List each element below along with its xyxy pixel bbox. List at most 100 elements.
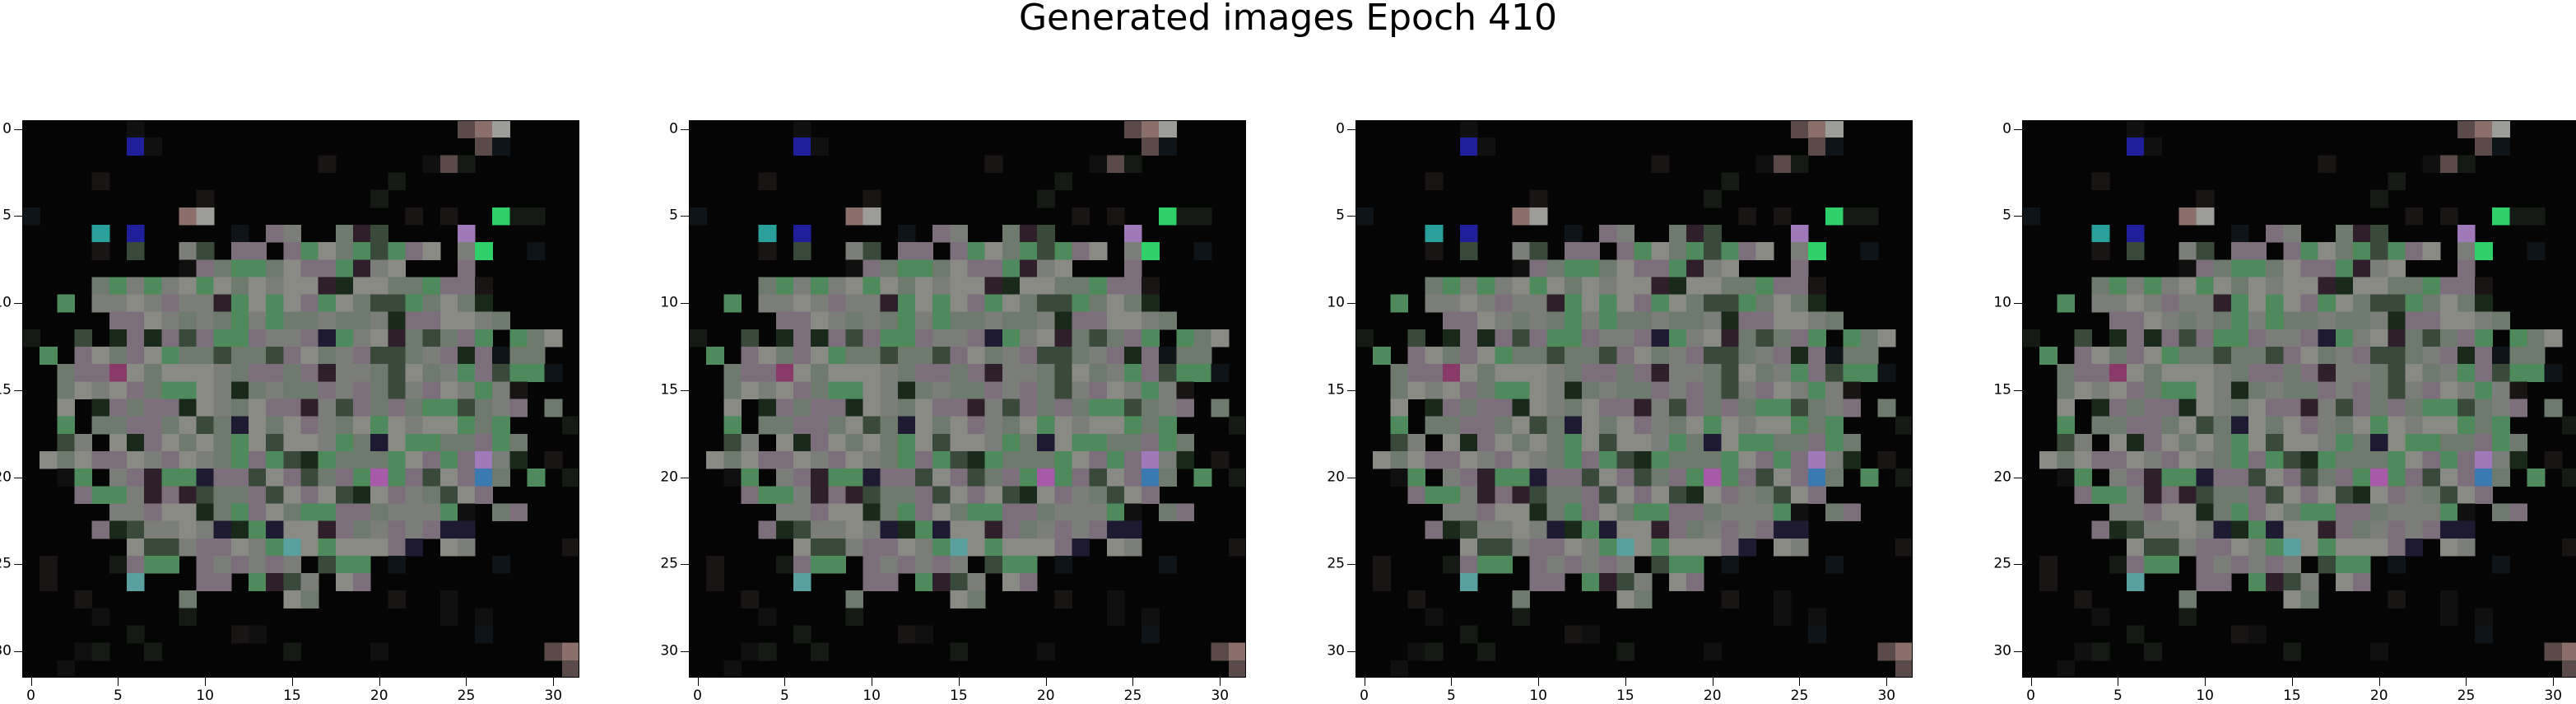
y-tick-mark [2014,389,2022,391]
y-tick-mark [14,651,22,653]
x-tick-label: 20 [1036,688,1055,704]
x-tick-label: 15 [1616,688,1634,704]
y-tick-mark [681,128,689,130]
y-tick-mark [14,389,22,391]
y-tick-label: 0 [1336,120,1345,138]
y-tick-label: 30 [1327,642,1345,660]
x-tick-mark [30,678,32,686]
x-tick-label: 10 [196,688,214,704]
x-tick-label: 15 [950,688,968,704]
y-tick-label: 20 [0,469,12,486]
x-tick-mark [2205,678,2206,686]
x-tick-label: 0 [1360,688,1369,704]
generated-image [689,120,1246,678]
y-tick-mark [14,564,22,566]
y-tick-mark [1347,216,1355,217]
x-tick-mark [1132,678,1134,686]
generated-image [22,120,579,678]
y-tick-label: 10 [1993,294,2011,311]
x-tick-label: 10 [2196,688,2214,704]
y-tick-mark [1347,303,1355,305]
x-tick-mark [1220,678,1221,686]
y-tick-label: 5 [2002,207,2011,224]
generated-image-panel: 0 5 10 15 20 25 30 0 5 10 15 20 25 30 [1993,120,2576,703]
generated-image-panel: 0 5 10 15 20 25 30 0 5 10 15 20 25 30 [660,120,1246,703]
y-tick-label: 30 [0,642,12,660]
x-tick-mark [1625,678,1626,686]
y-tick-label: 30 [660,642,678,660]
generated-image [2022,120,2576,678]
x-tick-label: 0 [2026,688,2035,704]
y-tick-label: 0 [2002,120,2011,138]
y-tick-label: 5 [669,207,678,224]
y-tick-mark [681,216,689,217]
x-tick-label: 0 [693,688,702,704]
y-tick-label: 20 [660,469,678,486]
x-tick-label: 15 [283,688,301,704]
x-tick-label: 30 [1211,688,1230,704]
x-tick-mark [1799,678,1801,686]
y-tick-mark [1347,564,1355,566]
y-tick-mark [14,303,22,305]
x-tick-label: 30 [1877,688,1896,704]
x-tick-mark [2466,678,2467,686]
y-tick-label: 0 [2,120,12,138]
x-tick-mark [784,678,786,686]
y-tick-label: 15 [660,381,678,399]
x-tick-label: 5 [1446,688,1456,704]
generated-image-panel: 0 5 10 15 20 25 30 0 5 10 15 20 25 30 [1327,120,1913,703]
y-tick-mark [2014,564,2022,566]
x-tick-mark [1451,678,1453,686]
y-tick-label: 10 [0,294,12,311]
y-tick-mark [2014,128,2022,130]
x-tick-mark [697,678,699,686]
y-tick-label: 20 [1327,469,1345,486]
y-tick-mark [1347,128,1355,130]
x-tick-label: 10 [1529,688,1547,704]
x-tick-mark [1538,678,1540,686]
y-tick-mark [1347,389,1355,391]
y-tick-mark [14,216,22,217]
x-tick-label: 30 [2544,688,2563,704]
y-tick-label: 30 [1993,642,2011,660]
y-tick-label: 5 [2,207,12,224]
y-tick-label: 0 [669,120,678,138]
x-tick-mark [2553,678,2555,686]
y-tick-mark [681,564,689,566]
x-tick-label: 10 [863,688,881,704]
y-tick-mark [1347,651,1355,653]
x-tick-label: 25 [1790,688,1809,704]
x-tick-label: 5 [113,688,123,704]
x-tick-mark [2291,678,2293,686]
y-tick-mark [681,389,689,391]
y-tick-mark [2014,651,2022,653]
x-tick-label: 20 [2369,688,2388,704]
y-tick-label: 15 [1327,381,1345,399]
y-tick-label: 25 [0,555,12,572]
y-tick-label: 25 [1993,555,2011,572]
x-tick-label: 25 [1123,688,1142,704]
y-tick-label: 25 [660,555,678,572]
x-tick-label: 0 [26,688,35,704]
x-tick-mark [1045,678,1047,686]
y-tick-mark [681,303,689,305]
y-tick-mark [2014,303,2022,305]
x-tick-label: 15 [2283,688,2301,704]
x-tick-label: 20 [1703,688,1722,704]
generated-image-panel: 0 5 10 15 20 25 30 0 5 10 15 20 25 30 [0,120,579,703]
x-tick-mark [958,678,960,686]
x-tick-mark [1886,678,1888,686]
y-tick-label: 20 [1993,469,2011,486]
x-tick-mark [205,678,207,686]
x-tick-mark [466,678,467,686]
x-tick-label: 20 [370,688,388,704]
x-tick-label: 25 [2457,688,2476,704]
x-tick-label: 30 [544,688,563,704]
x-tick-mark [553,678,555,686]
x-tick-mark [2030,678,2032,686]
x-tick-label: 5 [2113,688,2123,704]
y-tick-mark [681,651,689,653]
x-tick-label: 25 [457,688,476,704]
y-tick-label: 10 [660,294,678,311]
generated-image [1355,120,1913,678]
